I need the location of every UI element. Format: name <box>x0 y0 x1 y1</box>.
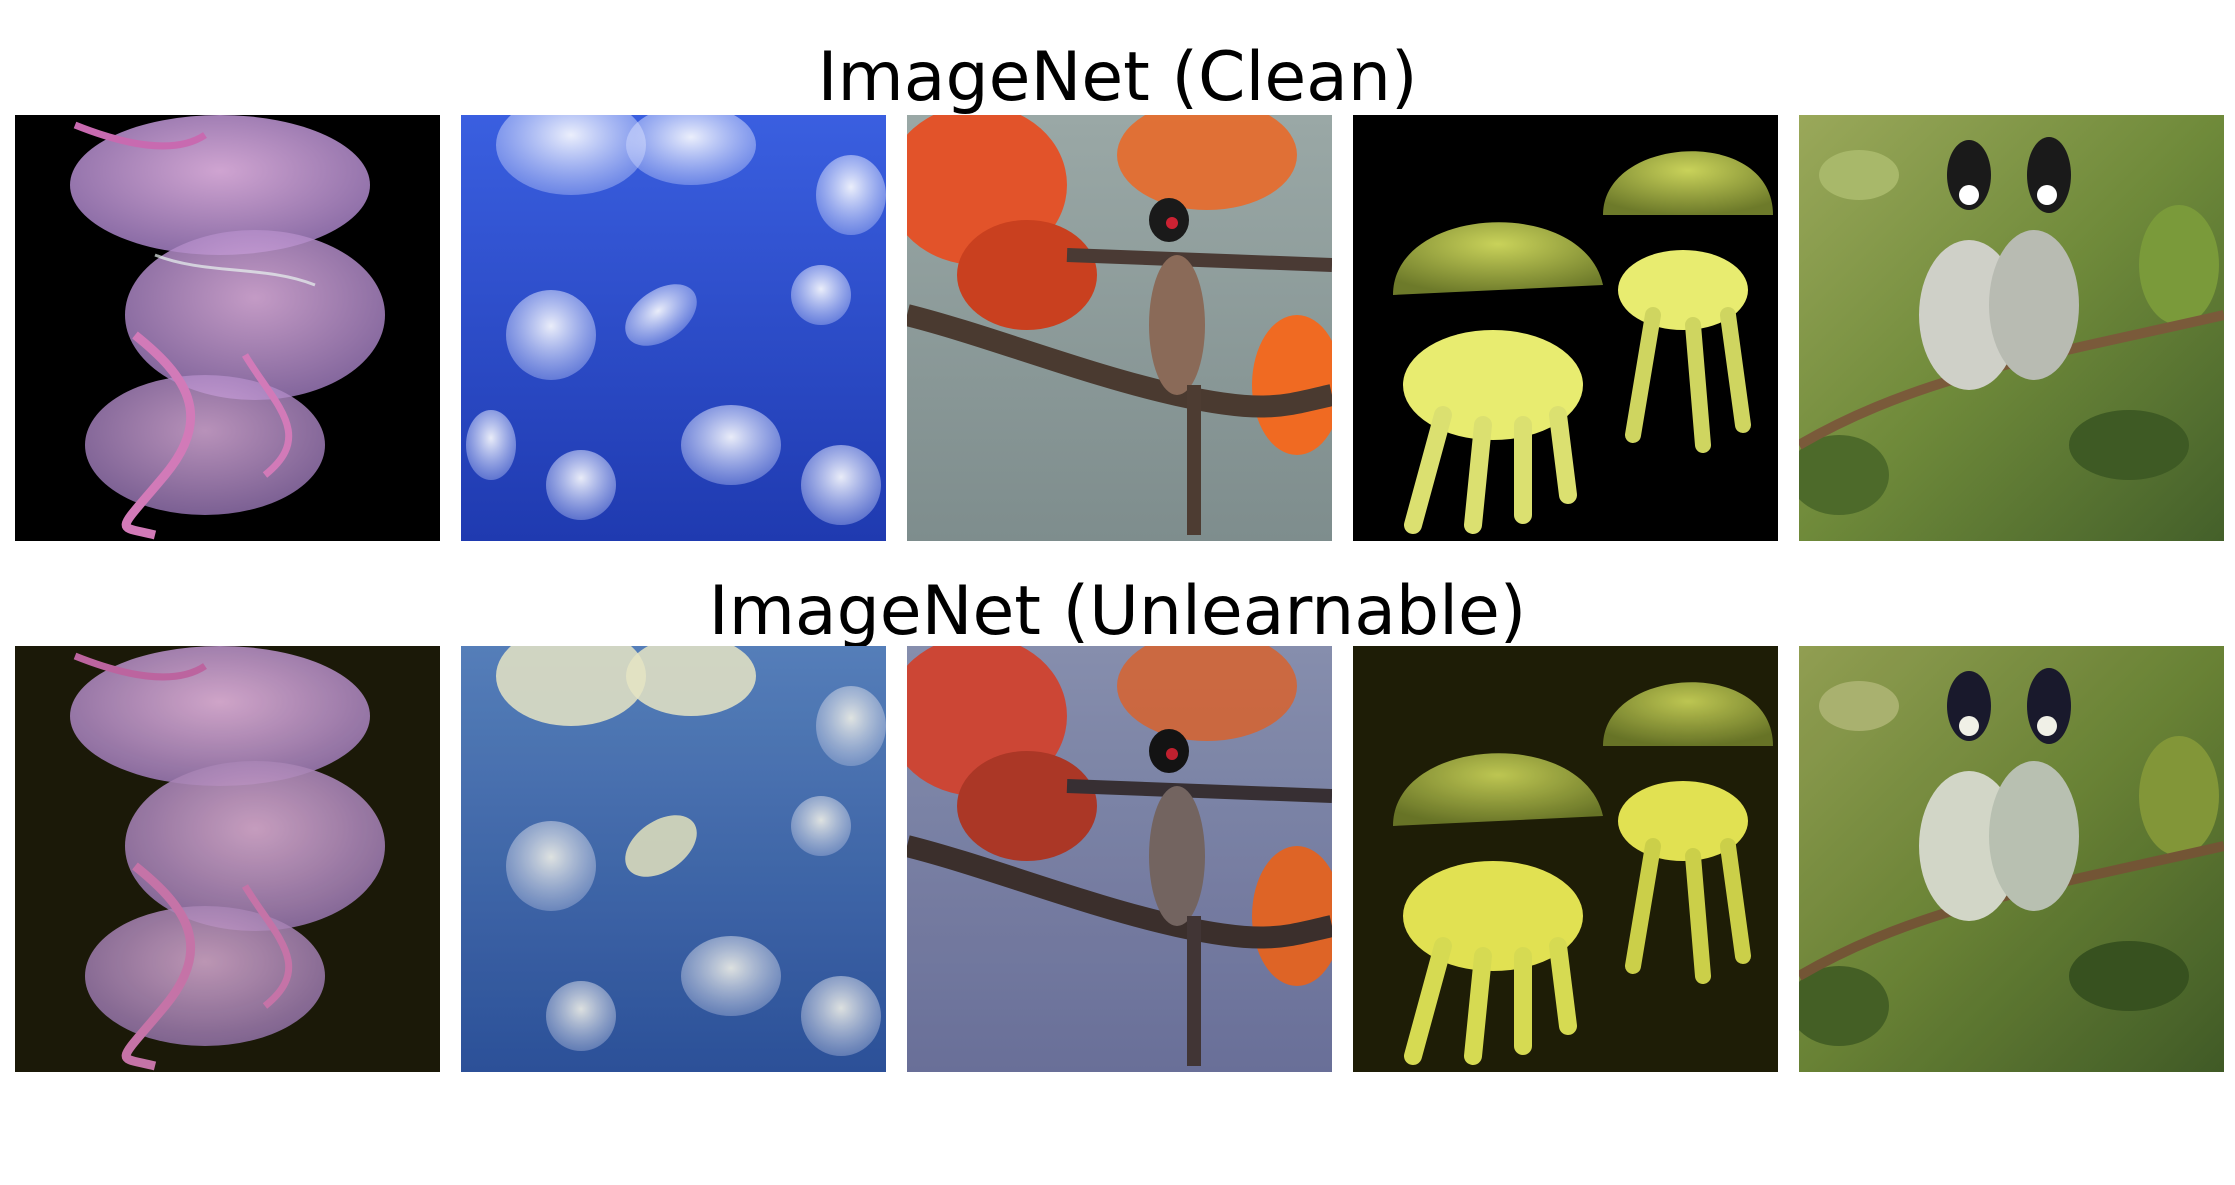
jellyfish-pink-image <box>15 115 440 541</box>
bulbul-pair-image <box>1799 115 2224 541</box>
unlearnable-row-title: ImageNet (Unlearnable) <box>708 572 1527 651</box>
clean-row-title: ImageNet (Clean) <box>817 38 1418 117</box>
clean-image-row <box>0 115 2235 541</box>
moon-jellyfish-unlearnable-image <box>461 646 886 1072</box>
moon-jellyfish-image <box>461 115 886 541</box>
bulbul-flowers-image <box>907 115 1332 541</box>
yellow-jellyfish-unlearnable-image <box>1353 646 1778 1072</box>
unlearnable-image-row <box>0 646 2235 1072</box>
bulbul-flowers-unlearnable-image <box>907 646 1332 1072</box>
bulbul-pair-unlearnable-image <box>1799 646 2224 1072</box>
jellyfish-pink-unlearnable-image <box>15 646 440 1072</box>
yellow-jellyfish-image <box>1353 115 1778 541</box>
